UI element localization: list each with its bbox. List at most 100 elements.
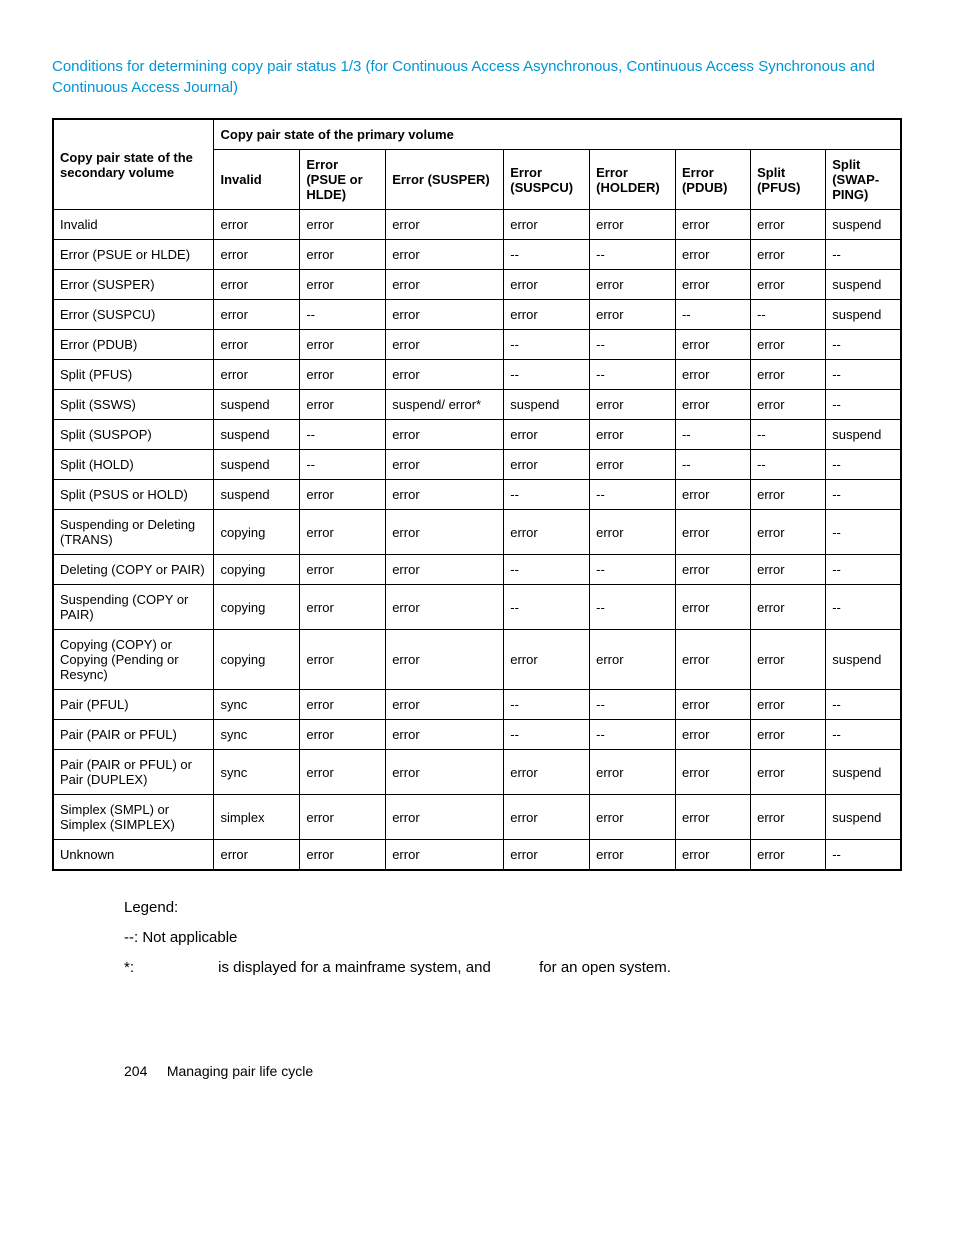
table-row: Split (SUSPOP)suspend--errorerrorerror--… — [53, 420, 901, 450]
cell: -- — [751, 450, 826, 480]
cell: error — [675, 480, 750, 510]
table-row: Pair (PAIR or PFUL) or Pair (DUPLEX)sync… — [53, 750, 901, 795]
cell: suspend — [504, 390, 590, 420]
row-label: Pair (PAIR or PFUL) — [53, 720, 214, 750]
cell: -- — [590, 360, 676, 390]
cell: -- — [590, 720, 676, 750]
cell: error — [214, 360, 300, 390]
cell: sync — [214, 750, 300, 795]
row-label: Pair (PAIR or PFUL) or Pair (DUPLEX) — [53, 750, 214, 795]
cell: -- — [590, 330, 676, 360]
cell: error — [504, 840, 590, 871]
cell: -- — [590, 240, 676, 270]
cell: error — [675, 690, 750, 720]
table-row: Split (PFUS)errorerrorerror----errorerro… — [53, 360, 901, 390]
cell: error — [675, 330, 750, 360]
cell: -- — [300, 450, 386, 480]
row-label: Error (SUSPER) — [53, 270, 214, 300]
cell: error — [675, 555, 750, 585]
cell: sync — [214, 720, 300, 750]
table-row: Split (PSUS or HOLD)suspenderrorerror---… — [53, 480, 901, 510]
cell: error — [751, 330, 826, 360]
cell: error — [675, 510, 750, 555]
cell: -- — [826, 555, 901, 585]
cell: error — [590, 450, 676, 480]
cell: copying — [214, 555, 300, 585]
cell: error — [590, 795, 676, 840]
section-title: Managing pair life cycle — [167, 1063, 313, 1079]
cell: error — [751, 795, 826, 840]
cell: error — [300, 630, 386, 690]
cell: error — [504, 750, 590, 795]
cell: error — [386, 555, 504, 585]
cell: error — [214, 330, 300, 360]
col-header: Split (SWAP­PING) — [826, 150, 901, 210]
cell: -- — [504, 585, 590, 630]
cell: error — [590, 510, 676, 555]
cell: copying — [214, 630, 300, 690]
cell: error — [386, 300, 504, 330]
cell: suspend — [826, 300, 901, 330]
cell: error — [386, 240, 504, 270]
row-label: Split (PFUS) — [53, 360, 214, 390]
cell: -- — [826, 840, 901, 871]
cell: sync — [214, 690, 300, 720]
cell: -- — [826, 690, 901, 720]
col-header: Split (PFUS) — [751, 150, 826, 210]
cell: error — [300, 750, 386, 795]
cell: error — [751, 510, 826, 555]
cell: error — [300, 585, 386, 630]
cell: error — [386, 750, 504, 795]
legend: Legend: --: Not applicable *: is display… — [124, 893, 902, 983]
cell: error — [386, 690, 504, 720]
row-label: Simplex (SMPL) or Simplex (SIMPLEX) — [53, 795, 214, 840]
row-header: Copy pair state of the secondary volume — [53, 119, 214, 210]
cell: error — [590, 390, 676, 420]
cell: error — [675, 240, 750, 270]
cell: -- — [300, 420, 386, 450]
cell: error — [751, 720, 826, 750]
cell: error — [675, 795, 750, 840]
status-table: Copy pair state of the secondary volume … — [52, 118, 902, 871]
cell: error — [214, 300, 300, 330]
legend-line2: *: is displayed for a mainframe system, … — [124, 953, 902, 983]
cell: error — [590, 270, 676, 300]
col-header: Invalid — [214, 150, 300, 210]
row-label: Split (PSUS or HOLD) — [53, 480, 214, 510]
cell: error — [214, 840, 300, 871]
cell: error — [504, 300, 590, 330]
cell: error — [751, 750, 826, 795]
cell: error — [590, 840, 676, 871]
row-label: Split (SUSPOP) — [53, 420, 214, 450]
cell: -- — [826, 480, 901, 510]
cell: error — [504, 270, 590, 300]
table-row: Error (SUSPCU)error--errorerrorerror----… — [53, 300, 901, 330]
cell: -- — [826, 330, 901, 360]
cell: -- — [504, 690, 590, 720]
page-number: 204 — [124, 1063, 147, 1079]
cell: -- — [504, 360, 590, 390]
cell: error — [675, 585, 750, 630]
table-row: Pair (PFUL)syncerrorerror----errorerror-… — [53, 690, 901, 720]
cell: error — [214, 270, 300, 300]
cell: suspend — [214, 450, 300, 480]
cell: error — [386, 795, 504, 840]
cell: error — [300, 510, 386, 555]
cell: error — [300, 795, 386, 840]
cell: error — [300, 690, 386, 720]
cell: error — [751, 210, 826, 240]
table-row: Simplex (SMPL) or Simplex (SIMPLEX)simpl… — [53, 795, 901, 840]
cell: error — [300, 555, 386, 585]
cell: suspend — [826, 210, 901, 240]
cell: error — [300, 330, 386, 360]
cell: error — [386, 210, 504, 240]
cell: error — [214, 210, 300, 240]
cell: error — [386, 450, 504, 480]
cell: error — [590, 420, 676, 450]
cell: error — [751, 690, 826, 720]
table-row: Invaliderrorerrorerrorerrorerrorerrorerr… — [53, 210, 901, 240]
cell: error — [504, 630, 590, 690]
cell: error — [751, 240, 826, 270]
cell: error — [675, 270, 750, 300]
row-label: Error (PDUB) — [53, 330, 214, 360]
